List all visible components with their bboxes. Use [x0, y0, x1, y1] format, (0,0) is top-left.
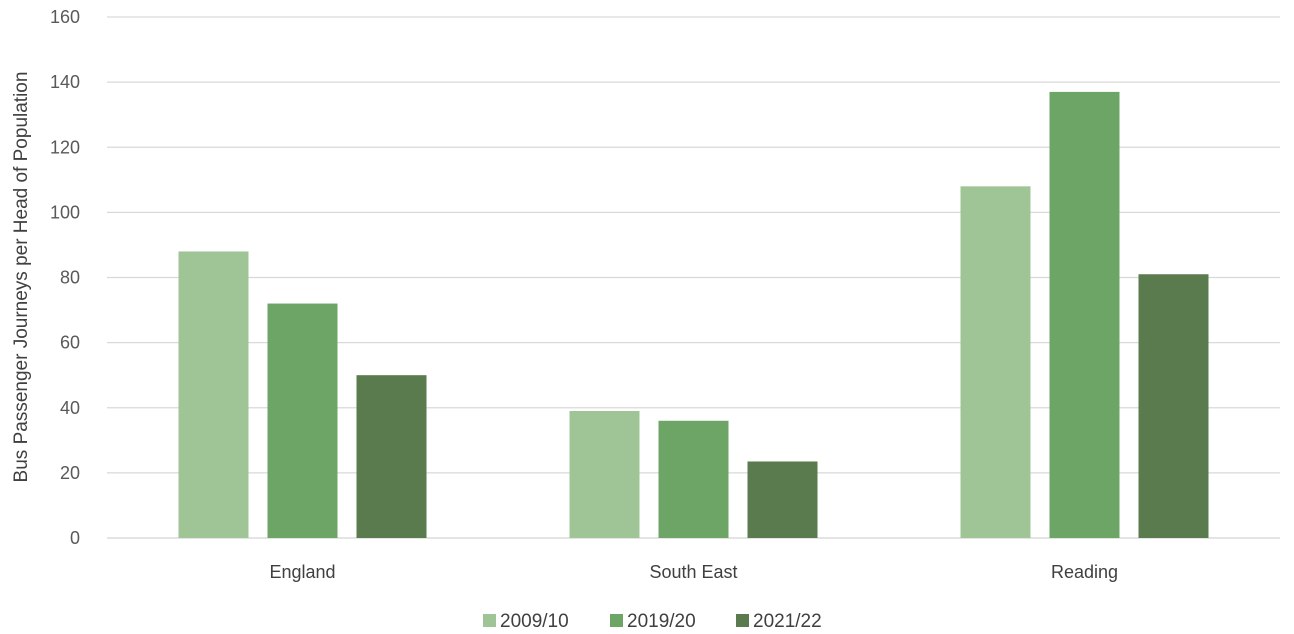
- y-axis-ticks: 0 20 40 60 80 100 120 140 160: [50, 7, 80, 548]
- bar-2009-10-south-east: [569, 411, 640, 538]
- legend-label: 2021/22: [753, 611, 822, 632]
- y-tick-label: 60: [60, 333, 80, 353]
- legend-label: 2019/20: [627, 611, 696, 632]
- y-tick-label: 140: [50, 72, 80, 92]
- legend-swatch: [610, 614, 623, 627]
- legend-swatch: [736, 614, 749, 627]
- bar-2019-20-south-east: [658, 420, 729, 538]
- bar-2019-20-reading: [1049, 91, 1120, 539]
- x-category-label: Reading: [1051, 562, 1118, 582]
- y-tick-label: 120: [50, 137, 80, 157]
- bar-2009-10-england: [178, 251, 249, 538]
- y-tick-label: 80: [60, 268, 80, 288]
- bar-2019-20-england: [267, 303, 338, 538]
- legend-label: 2009/10: [500, 611, 569, 632]
- bar-2021-22-south-east: [747, 461, 818, 538]
- y-tick-label: 100: [50, 202, 80, 222]
- bar-2021-22-england: [356, 375, 427, 538]
- bars: [178, 91, 1209, 539]
- legend-swatch: [483, 614, 496, 627]
- x-category-label: England: [269, 562, 335, 582]
- legend: 2009/10 2019/20 2021/22: [483, 611, 822, 632]
- x-axis-categories: England South East Reading: [269, 562, 1118, 582]
- y-axis-title: Bus Passenger Journeys per Head of Popul…: [11, 72, 32, 483]
- bar-2021-22-reading: [1138, 274, 1209, 538]
- y-tick-label: 40: [60, 398, 80, 418]
- y-tick-label: 0: [70, 528, 80, 548]
- y-tick-label: 160: [50, 7, 80, 27]
- x-category-label: South East: [649, 562, 737, 582]
- y-tick-label: 20: [60, 463, 80, 483]
- bar-2009-10-reading: [960, 186, 1031, 538]
